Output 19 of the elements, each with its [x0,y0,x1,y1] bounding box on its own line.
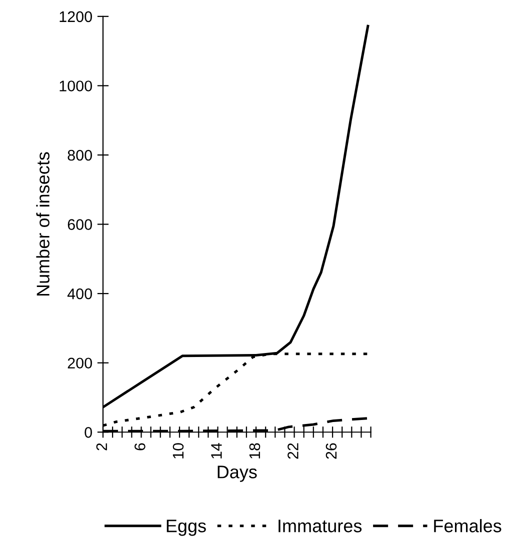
y-tick-label: 200 [68,358,92,369]
y-tick-label: 800 [68,150,92,161]
x-tick-label: 6 [134,443,146,450]
y-tick-label: 1200 [60,11,92,22]
y-axis-title: Number of insects [36,152,50,296]
x-tick-label: 18 [249,443,260,458]
y-tick-label: 1000 [60,80,92,92]
y-tick-label: 400 [67,288,92,300]
x-axis-title: Days [218,466,257,482]
legend-label: Eggs [166,520,206,536]
x-tick-label: 26 [326,443,337,459]
y-tick-label: 0 [84,427,92,438]
x-tick-label: 10 [172,443,184,458]
x-tick-label: 14 [211,442,222,458]
legend-label: Immatures [278,520,362,532]
x-tick-label: 22 [288,443,298,459]
legend-label: Females [434,519,502,532]
y-tick-label: 600 [68,219,92,230]
x-tick-label: 2 [96,443,107,450]
